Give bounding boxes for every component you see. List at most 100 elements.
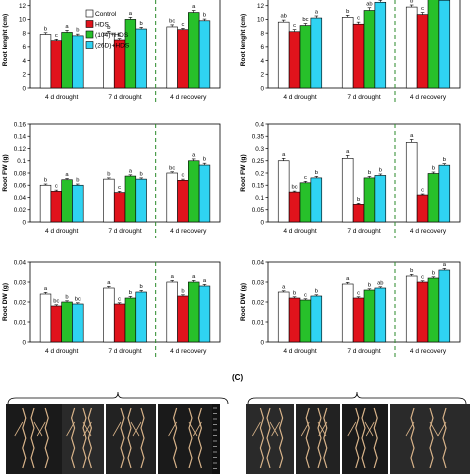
significance-letter: a	[410, 133, 414, 139]
y-tick-label: 0	[260, 339, 264, 346]
category-label: 7 d drought	[347, 94, 381, 101]
bar	[299, 299, 312, 343]
root-sample	[355, 407, 360, 469]
bar	[310, 295, 323, 343]
bar	[177, 29, 189, 89]
significance-letter: b	[315, 170, 318, 176]
y-tick-label: 0	[22, 339, 26, 346]
significance-letter: a	[282, 284, 286, 290]
bar	[113, 192, 126, 223]
legend-swatch	[85, 9, 94, 18]
significance-letter: b	[44, 178, 47, 184]
y-tick-label: 0.14	[14, 134, 27, 141]
significance-letter: b	[432, 270, 435, 276]
bar	[427, 0, 440, 89]
root-sample	[70, 407, 76, 469]
bar	[363, 289, 376, 343]
bar	[416, 194, 429, 223]
photo-strip	[6, 391, 470, 474]
root-sample	[317, 407, 322, 469]
significance-letter: bc	[75, 296, 81, 302]
root-sample	[323, 407, 328, 469]
bar	[341, 158, 354, 223]
y-tick-label: 0.12	[14, 146, 27, 153]
y-tick-label: 2	[22, 72, 26, 79]
bar	[363, 177, 376, 223]
photo-panel-label: (C)	[232, 373, 243, 382]
y-tick-label: 0.1	[17, 158, 26, 165]
y-tick-label: 6	[22, 44, 26, 51]
y-tick-label: 8	[22, 30, 26, 37]
significance-letter: b	[76, 178, 79, 184]
significance-letter: c	[55, 33, 58, 39]
significance-letter: c	[181, 22, 184, 28]
y-tick-label: 2	[260, 72, 264, 79]
category-label: 4 d drought	[283, 94, 317, 101]
significance-letter: c	[304, 175, 307, 181]
bar	[50, 305, 62, 343]
photo-tile	[342, 404, 388, 474]
significance-letter: c	[118, 185, 121, 191]
category-label: 4 d drought	[45, 94, 79, 101]
root-branch	[365, 421, 375, 437]
bar	[61, 179, 73, 223]
significance-letter: bc	[53, 298, 59, 304]
root-branch	[364, 421, 374, 437]
y-tick-label: 8	[260, 30, 264, 37]
bar	[352, 297, 365, 343]
category-label: 4 d drought	[45, 228, 79, 235]
category-label: 7 d drought	[347, 228, 381, 235]
y-tick-label: 4	[260, 58, 264, 65]
y-axis-title: Root lenght (cm)	[240, 14, 247, 66]
significance-letter: c	[357, 16, 360, 22]
root-sample	[442, 407, 447, 469]
significance-letter: c	[421, 274, 424, 280]
bar	[103, 32, 115, 89]
root-sample	[120, 407, 125, 469]
chart-3: 0 0.02 0.04 0.06 0.08 0.1 0.12 0.14 0.16 Root FW …	[2, 121, 221, 238]
significance-letter: bc	[302, 17, 308, 23]
y-axis-title: Root DW (g)	[240, 283, 247, 321]
root-branch	[347, 421, 357, 437]
significance-letter: b	[140, 284, 143, 290]
bar	[135, 178, 147, 223]
legend-swatch	[85, 41, 94, 49]
root-branch	[318, 421, 328, 437]
significance-letter: b	[107, 171, 110, 177]
bar	[39, 34, 52, 89]
bar	[198, 164, 211, 223]
bar	[277, 291, 290, 343]
significance-letter: b	[107, 25, 110, 31]
significance-letter: b	[432, 166, 435, 172]
significance-letter: b	[140, 21, 143, 27]
root-branch	[193, 421, 202, 437]
significance-letter: a	[282, 152, 286, 158]
bar	[103, 287, 115, 343]
bar	[288, 191, 301, 223]
significance-letter: b	[76, 28, 79, 34]
significance-letter: c	[357, 290, 360, 296]
root-branch	[437, 421, 447, 437]
y-axis-title: Root lenght (cm)	[2, 14, 9, 66]
y-tick-label: 0.2	[255, 170, 264, 177]
significance-letter: a	[171, 274, 175, 280]
significance-letter: c	[421, 6, 424, 12]
y-tick-label: 0.16	[14, 121, 27, 128]
category-label: 4 d drought	[283, 228, 317, 235]
y-tick-label: 0.02	[14, 207, 27, 214]
photo-tile	[6, 404, 62, 474]
significance-letter: a	[65, 24, 69, 30]
category-label: 7 d drought	[108, 348, 142, 355]
bar	[188, 281, 200, 343]
significance-letter: a	[192, 4, 196, 10]
significance-letter: b	[203, 13, 206, 19]
y-tick-label: 0.04	[14, 195, 27, 202]
root-branch	[168, 421, 177, 437]
root-sample	[197, 407, 203, 469]
legend-swatch	[85, 20, 94, 28]
significance-letter: c	[304, 292, 307, 298]
bar	[374, 1, 387, 89]
significance-letter: bc	[291, 185, 297, 191]
significance-letter: a	[129, 11, 133, 17]
